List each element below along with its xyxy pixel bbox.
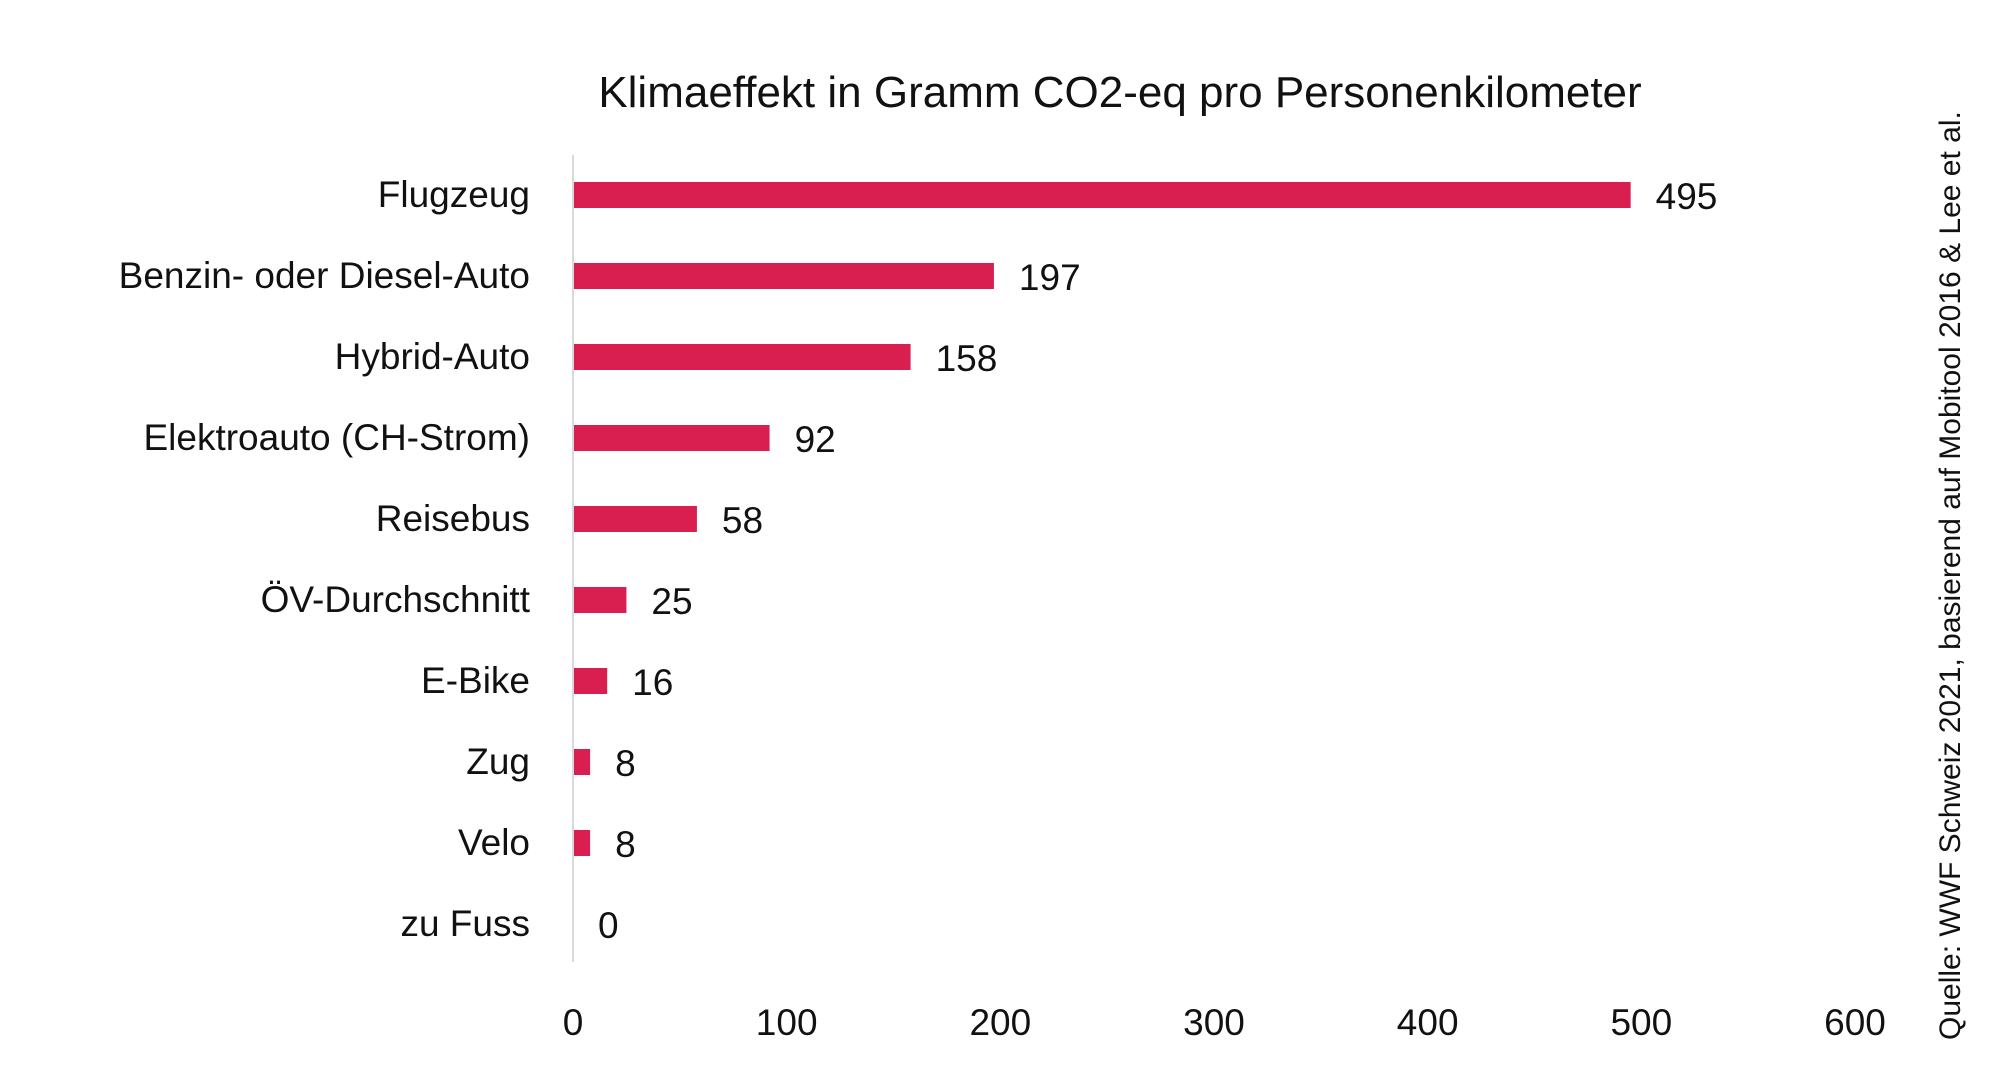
category-label-e-bike: E-Bike [421, 660, 530, 701]
value-label-öv-durchschnitt: 25 [651, 581, 692, 622]
x-tick-label-600: 600 [1824, 1002, 1886, 1043]
bar-hybrid-auto [573, 344, 911, 370]
x-tick-label-400: 400 [1397, 1002, 1459, 1043]
bar-reisebus [573, 506, 697, 532]
bar-elektroauto-ch-strom [573, 425, 770, 451]
bar-flugzeug [573, 182, 1631, 208]
bar-benzin-oder-diesel-auto [573, 263, 994, 289]
bar-zug [573, 749, 591, 775]
value-label-zu-fuss: 0 [598, 905, 619, 946]
x-tick-label-0: 0 [563, 1002, 584, 1043]
value-label-velo: 8 [615, 824, 636, 865]
chart-title: Klimaeffekt in Gramm CO2-eq pro Personen… [598, 68, 1641, 117]
source-note: Quelle: WWF Schweiz 2021, basierend auf … [1934, 111, 1967, 1040]
x-tick-label-500: 500 [1610, 1002, 1672, 1043]
value-label-flugzeug: 495 [1656, 176, 1718, 217]
bars-layer [573, 182, 1631, 856]
category-label-elektroauto-ch-strom: Elektroauto (CH-Strom) [143, 417, 530, 458]
x-axis-tick-labels: 0 100 200 300 400 500 600 [563, 1002, 1886, 1043]
value-label-zug: 8 [615, 743, 636, 784]
value-label-e-bike: 16 [632, 662, 673, 703]
category-label-reisebus: Reisebus [376, 498, 530, 539]
category-label-hybrid-auto: Hybrid-Auto [335, 336, 530, 377]
value-label-reisebus: 58 [722, 500, 763, 541]
value-label-hybrid-auto: 158 [936, 338, 998, 379]
value-labels: 495 197 158 92 58 25 16 8 8 0 [598, 176, 1717, 946]
category-label-öv-durchschnitt: ÖV-Durchschnitt [261, 579, 531, 620]
value-label-elektroauto-ch-strom: 92 [795, 419, 836, 460]
category-label-zug: Zug [466, 741, 530, 782]
category-label-velo: Velo [458, 822, 530, 863]
x-tick-label-300: 300 [1183, 1002, 1245, 1043]
value-label-benzin-oder-diesel-auto: 197 [1019, 257, 1081, 298]
bar-öv-durchschnitt [573, 587, 627, 613]
bar-e-bike [573, 668, 608, 694]
x-tick-label-200: 200 [969, 1002, 1031, 1043]
category-label-flugzeug: Flugzeug [378, 174, 530, 215]
category-label-zu-fuss: zu Fuss [400, 903, 530, 944]
category-labels: Flugzeug Benzin- oder Diesel-Auto Hybrid-A… [119, 174, 531, 944]
category-label-benzin-oder-diesel-auto: Benzin- oder Diesel-Auto [119, 255, 530, 296]
x-tick-label-100: 100 [756, 1002, 818, 1043]
bar-velo [573, 830, 591, 856]
